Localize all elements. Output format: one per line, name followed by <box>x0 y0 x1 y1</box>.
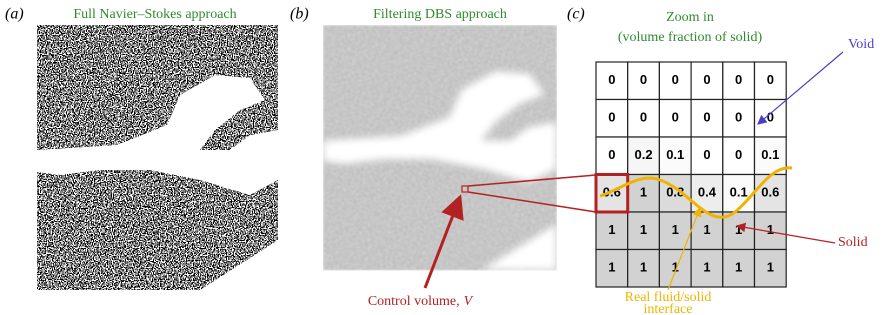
panel-title: (volume fraction of solid) <box>618 30 763 45</box>
annotation-symbol: V <box>464 294 474 309</box>
cell-value: 0.1 <box>761 147 779 162</box>
cell-value: 0 <box>608 72 615 87</box>
annotation-text: Control volume, <box>368 294 460 309</box>
cell-value: 1 <box>735 222 742 237</box>
annotation: Control volume, V <box>368 294 474 309</box>
cell-value: 0 <box>703 110 710 125</box>
cell-value: 0 <box>640 110 647 125</box>
cell-value: 0 <box>672 72 679 87</box>
cell-value: 1 <box>672 222 679 237</box>
cell-value: 0 <box>608 147 615 162</box>
cell-value: 0 <box>735 72 742 87</box>
cell-value: 1 <box>767 222 774 237</box>
cell-value: 0 <box>608 110 615 125</box>
cell-value: 0.1 <box>730 185 748 200</box>
panel-title: Full Navier–Stokes approach <box>73 7 236 22</box>
panel-label: (a) <box>5 6 24 23</box>
panel-title: Zoom in <box>666 10 714 25</box>
cell-value: 0 <box>672 110 679 125</box>
cell-value: 0.2 <box>635 147 653 162</box>
panel-title: Filtering DBS approach <box>373 7 507 22</box>
annotation: interface <box>644 302 693 315</box>
cell-value: 0 <box>735 110 742 125</box>
annotation: Void <box>848 37 874 52</box>
cell-value: 1 <box>640 185 647 200</box>
figure: (a) Full Navier–Stokes approach (b) Filt… <box>0 0 882 315</box>
panel-a-image <box>37 25 278 290</box>
cell-value: 1 <box>735 260 742 275</box>
cell-value: 0.6 <box>761 185 779 200</box>
cell-value: 0 <box>703 147 710 162</box>
cell-value: 0.4 <box>698 185 717 200</box>
cell-value: 0 <box>640 72 647 87</box>
cell-value: 0.1 <box>666 147 684 162</box>
cell-value: 1 <box>703 260 710 275</box>
cell-value: 0 <box>767 72 774 87</box>
cell-value: 0 <box>735 147 742 162</box>
cell-value: 0 <box>703 72 710 87</box>
cell-value: 1 <box>703 222 710 237</box>
panel-label: (b) <box>290 6 309 23</box>
panel-b-image <box>323 25 557 270</box>
cell-value: 1 <box>767 260 774 275</box>
cell-value: 1 <box>608 260 615 275</box>
cell-value: 1 <box>608 222 615 237</box>
panel-label: (c) <box>567 6 585 23</box>
cell-value: 1 <box>640 222 647 237</box>
cell-value: 1 <box>640 260 647 275</box>
annotation: Solid <box>838 235 868 250</box>
